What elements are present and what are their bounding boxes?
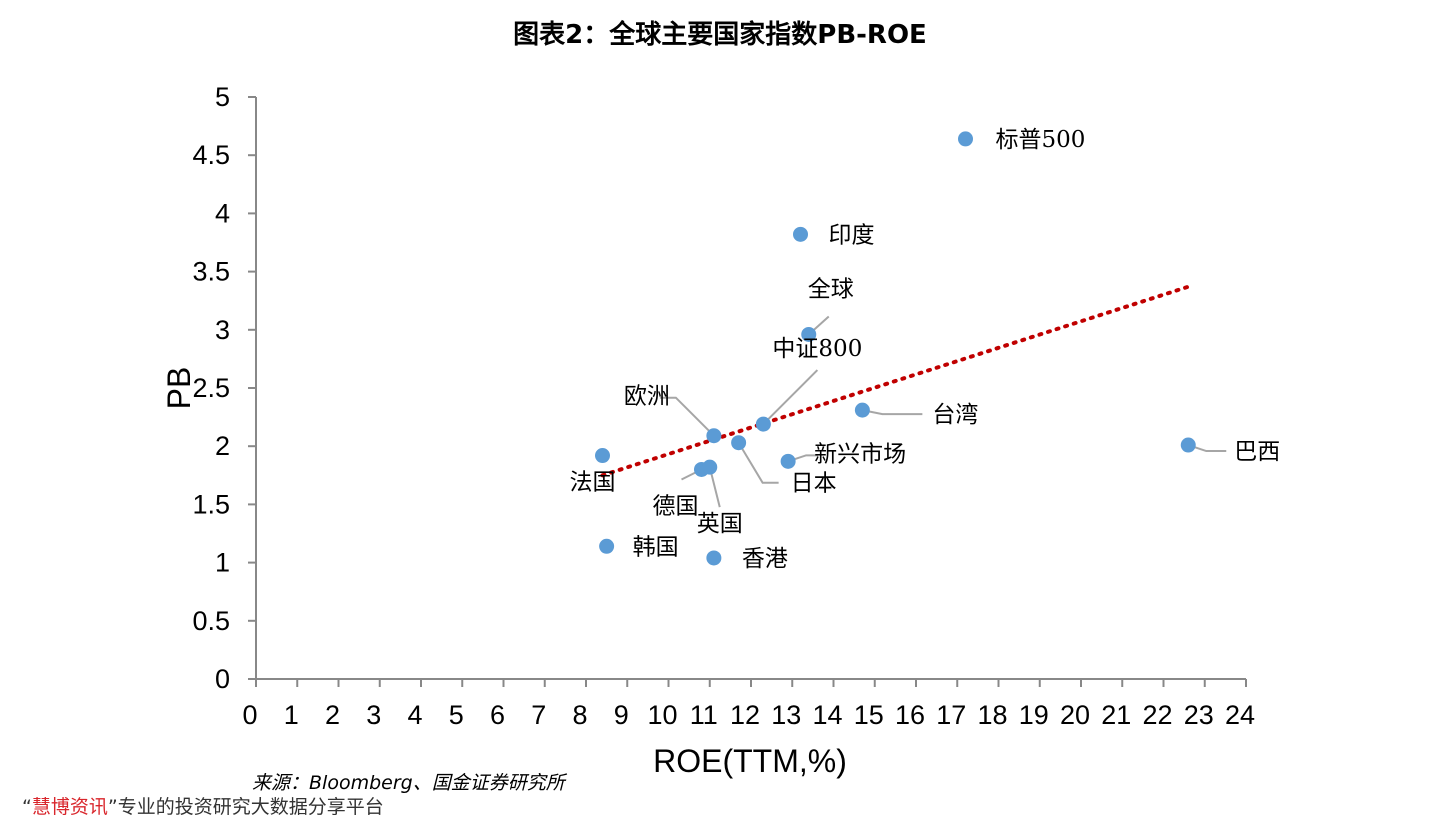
footer-banner: “慧博资讯”专业的投资研究大数据分享平台: [22, 792, 384, 819]
x-tick-label: 18: [977, 700, 1007, 730]
x-axis-title: ROE(TTM,%): [653, 743, 847, 779]
x-tick-label: 22: [1142, 700, 1172, 730]
point-label: 法国: [570, 470, 616, 496]
x-tick-label: 12: [730, 700, 760, 730]
x-tick-label: 17: [936, 700, 966, 730]
footer-text: 专业的投资研究大数据分享平台: [117, 796, 384, 818]
trendline-dotted: [600, 284, 1191, 478]
point-label: 印度: [829, 222, 875, 248]
point-label: 全球: [808, 276, 854, 302]
x-tick-label: 11: [690, 700, 718, 730]
source-note: 来源：Bloomberg、国金证券研究所: [252, 772, 565, 794]
x-tick-label: 16: [895, 700, 925, 730]
leader-line: [862, 409, 923, 416]
y-tick-label: 4.5: [192, 140, 230, 170]
chart-title: 图表2：全球主要国家指数PB-ROE: [513, 20, 927, 50]
data-point: [731, 435, 747, 451]
point-label: 德国: [653, 493, 699, 519]
point-label: 英国: [697, 511, 743, 537]
footer-open-quote: “: [22, 796, 32, 818]
data-point: [793, 226, 808, 242]
x-tick-label: 8: [572, 700, 587, 730]
point-label: 欧洲: [624, 384, 670, 410]
y-tick-label: 4: [215, 198, 230, 228]
y-tick-label: 2: [215, 431, 230, 461]
x-tick-label: 13: [771, 700, 801, 730]
point-label: 香港: [742, 546, 788, 572]
x-tick-label: 21: [1101, 700, 1131, 730]
y-tick-label: 0.5: [192, 606, 230, 636]
point-label: 标普500: [996, 127, 1086, 153]
x-tick-label: 9: [614, 700, 629, 730]
data-point: [706, 428, 722, 444]
data-point: [702, 459, 718, 475]
y-tick-label: 1: [215, 548, 230, 578]
data-points: [595, 131, 1196, 566]
data-point: [801, 326, 817, 342]
x-tick-label: 6: [490, 700, 505, 730]
x-tick-label: 1: [284, 700, 299, 730]
y-axis-title: PB: [161, 367, 197, 410]
x-tick-label: 20: [1060, 700, 1090, 730]
y-tick-label: 1.5: [192, 489, 230, 519]
y-tick-label: 3.5: [192, 257, 230, 287]
point-label: 日本: [791, 471, 837, 497]
x-tick-label: 7: [531, 700, 546, 730]
y-tick-label: 5: [215, 82, 230, 112]
data-point: [780, 453, 796, 469]
x-tick-label: 24: [1225, 700, 1255, 730]
leader-line: [737, 442, 779, 484]
x-tick-label: 15: [854, 700, 884, 730]
point-label: 台湾: [932, 402, 978, 428]
data-point: [599, 538, 615, 554]
point-label: 韩国: [633, 534, 679, 560]
data-point: [755, 416, 771, 432]
x-tick-label: 5: [449, 700, 464, 730]
trendline: [600, 284, 1191, 478]
data-point: [854, 402, 870, 418]
data-point: [595, 448, 610, 464]
footer-close-quote: ”: [107, 796, 118, 818]
data-point: [1180, 437, 1196, 453]
y-tick-label: 3: [215, 315, 230, 345]
y-tick-label: 2.5: [192, 373, 230, 403]
axes: 00.511.522.533.544.550 1 2 3 4 5 6 7 8 9 10 11 12 13 1…: [192, 82, 1255, 730]
x-tick-label: 0: [242, 700, 257, 730]
x-tick-label: 3: [366, 700, 381, 730]
x-tick-label: 4: [407, 700, 422, 730]
point-label: 巴西: [1234, 439, 1280, 465]
x-tick-label: 2: [325, 700, 340, 730]
leader-line: [659, 396, 715, 437]
x-tick-label: 10: [647, 700, 677, 730]
leader-line: [762, 369, 819, 425]
data-point: [958, 131, 973, 147]
data-point: [706, 550, 722, 566]
x-tick-label: 23: [1184, 700, 1214, 730]
footer-brand: 慧博资讯: [31, 796, 108, 818]
point-label: 新兴市场: [814, 441, 906, 467]
y-tick-label: 0: [215, 664, 230, 694]
x-tick-label: 19: [1019, 700, 1049, 730]
point-label: 中证800: [772, 336, 862, 362]
x-tick-label: 14: [812, 700, 842, 730]
